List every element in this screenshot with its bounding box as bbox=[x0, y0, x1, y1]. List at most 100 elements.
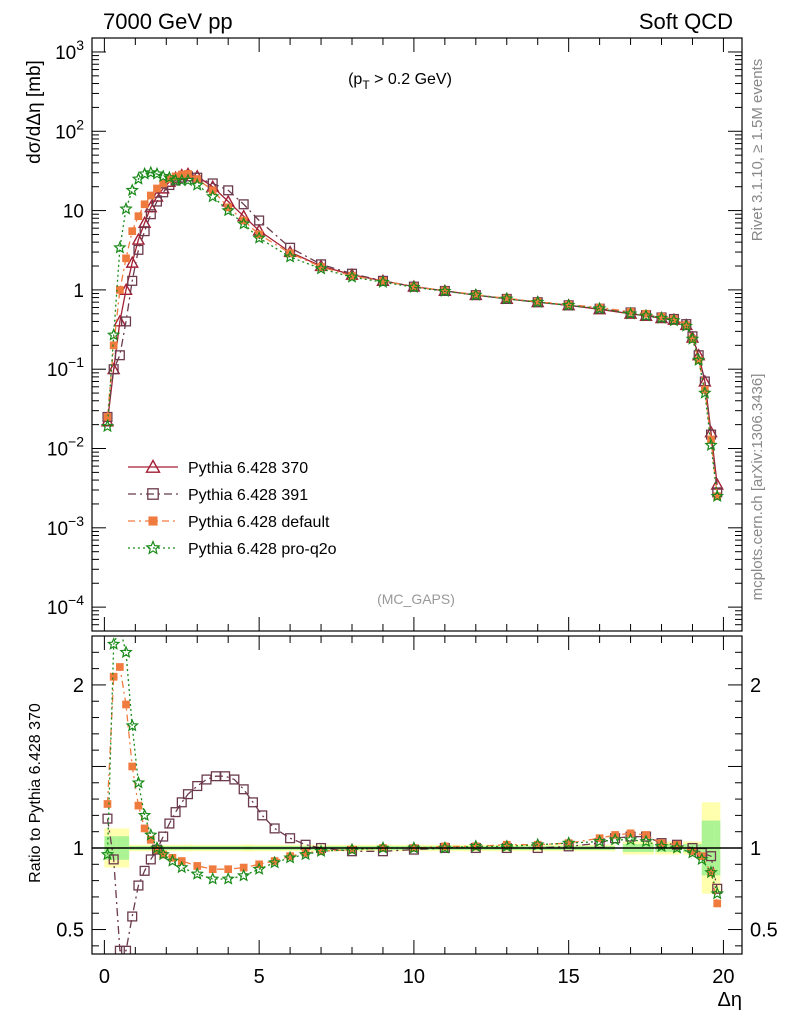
data-point-filled-square bbox=[224, 865, 233, 874]
data-point-triangle bbox=[125, 255, 139, 268]
data-point-square bbox=[147, 488, 159, 500]
data-point-square bbox=[102, 813, 113, 824]
data-point-star bbox=[106, 637, 121, 650]
data-point-filled-square bbox=[301, 849, 310, 857]
data-point-star bbox=[469, 288, 483, 301]
data-point-filled-square bbox=[317, 847, 325, 856]
data-point-star bbox=[106, 327, 121, 341]
data-point-square bbox=[127, 911, 138, 922]
data-point-star bbox=[205, 871, 220, 885]
data-point-filled-square bbox=[165, 175, 174, 183]
data-point-star bbox=[221, 871, 235, 885]
data-point-star bbox=[376, 275, 390, 288]
data-point-filled-square bbox=[140, 824, 149, 833]
top-y-tick-label: 102 bbox=[55, 116, 84, 143]
top-panel-series bbox=[100, 165, 725, 502]
data-point-square bbox=[133, 880, 144, 891]
data-point-filled-square bbox=[626, 307, 635, 316]
data-point-filled-square bbox=[116, 286, 124, 294]
data-point-star bbox=[137, 166, 152, 180]
top-panel-frame bbox=[91, 37, 743, 632]
top-y-tick-label: 10−2 bbox=[47, 434, 84, 461]
ratio-y-tick-label-right: 2 bbox=[750, 675, 761, 697]
data-point-star bbox=[685, 331, 700, 345]
legend-label: Pythia 6.428 391 bbox=[188, 487, 308, 504]
data-point-filled-square bbox=[146, 191, 155, 200]
data-point-star bbox=[314, 844, 328, 857]
data-point-filled-square bbox=[239, 863, 248, 872]
top-y-tick-label: 103 bbox=[55, 37, 84, 64]
data-point-filled-square bbox=[713, 899, 722, 908]
top-y-tick-label: 10−3 bbox=[47, 513, 84, 540]
data-point-star bbox=[654, 839, 669, 853]
data-point-filled-square bbox=[239, 216, 248, 225]
data-point-star bbox=[314, 261, 328, 275]
x-tick-label: 5 bbox=[254, 966, 265, 988]
top-panel-ticks: 10−4 10−3 10−2 10−1 1 10 102 103 bbox=[47, 37, 742, 632]
data-point-filled-square bbox=[441, 286, 449, 295]
data-point-filled-square bbox=[116, 663, 124, 671]
data-point-filled-square bbox=[502, 294, 511, 303]
data-point-square bbox=[114, 350, 125, 361]
data-point-star bbox=[592, 834, 607, 848]
data-point-filled-square bbox=[533, 297, 542, 306]
data-point-square bbox=[285, 833, 296, 844]
data-point-star bbox=[119, 645, 133, 659]
data-point-filled-square bbox=[670, 315, 678, 323]
data-point-star bbox=[710, 489, 725, 502]
data-point-star bbox=[469, 839, 483, 853]
data-point-filled-square bbox=[153, 845, 161, 854]
series-line bbox=[106, 172, 718, 497]
data-point-star bbox=[530, 295, 545, 308]
data-point-square bbox=[712, 883, 723, 894]
data-point-square bbox=[705, 851, 717, 862]
data-point-square bbox=[182, 789, 194, 800]
data-point-star bbox=[691, 353, 706, 366]
data-point-filled-square bbox=[255, 230, 263, 239]
data-point-star bbox=[162, 170, 177, 184]
data-point-filled-square bbox=[122, 254, 130, 263]
data-point-square bbox=[120, 945, 132, 954]
data-point-star bbox=[704, 865, 718, 879]
top-y-tick-label: 1 bbox=[73, 281, 84, 302]
data-point-star bbox=[252, 231, 266, 244]
data-point-star bbox=[407, 840, 421, 854]
data-point-star bbox=[654, 311, 669, 324]
data-point-square bbox=[699, 376, 710, 387]
x-tick-label: 15 bbox=[558, 966, 580, 988]
data-point-star bbox=[156, 169, 170, 183]
data-point-square bbox=[133, 244, 144, 255]
rivet-label: Rivet 3.1.10, ≥ 1.5M events bbox=[749, 59, 766, 242]
data-point-filled-square bbox=[159, 179, 168, 188]
legend-label: Pythia 6.428 pro-q2o bbox=[188, 541, 337, 558]
data-point-star bbox=[639, 834, 653, 848]
data-point-star bbox=[623, 832, 638, 846]
ratio-y-tick-label-left: 2 bbox=[73, 675, 84, 697]
data-point-square bbox=[238, 199, 249, 210]
series-line bbox=[106, 175, 718, 493]
x-tick-labels: 0 5 10 15 20 bbox=[99, 966, 735, 988]
data-point-filled-square bbox=[122, 700, 130, 709]
data-point-filled-square bbox=[595, 834, 604, 843]
data-point-star bbox=[667, 313, 681, 327]
data-point-star bbox=[283, 850, 297, 864]
x-tick-label: 10 bbox=[403, 966, 425, 988]
data-point-filled-square bbox=[564, 839, 573, 847]
data-point-square bbox=[145, 854, 156, 865]
data-point-star bbox=[156, 847, 170, 861]
data-point-star bbox=[131, 775, 146, 789]
data-point-filled-square bbox=[657, 312, 666, 321]
data-point-square bbox=[176, 797, 187, 808]
data-point-star bbox=[499, 839, 514, 853]
data-point-filled-square bbox=[657, 839, 666, 847]
data-point-square bbox=[145, 209, 156, 220]
data-point-triangle bbox=[131, 232, 146, 245]
data-point-star bbox=[221, 203, 235, 217]
analysis-label: (MC_GAPS) bbox=[377, 591, 455, 607]
data-point-star bbox=[704, 438, 718, 451]
data-point-star bbox=[679, 319, 693, 332]
data-point-square bbox=[120, 316, 132, 327]
mcplots-label: mcplots.cern.ch [arXiv:1306.3436] bbox=[749, 374, 766, 601]
data-point-star bbox=[190, 867, 204, 880]
data-point-star bbox=[144, 827, 158, 841]
